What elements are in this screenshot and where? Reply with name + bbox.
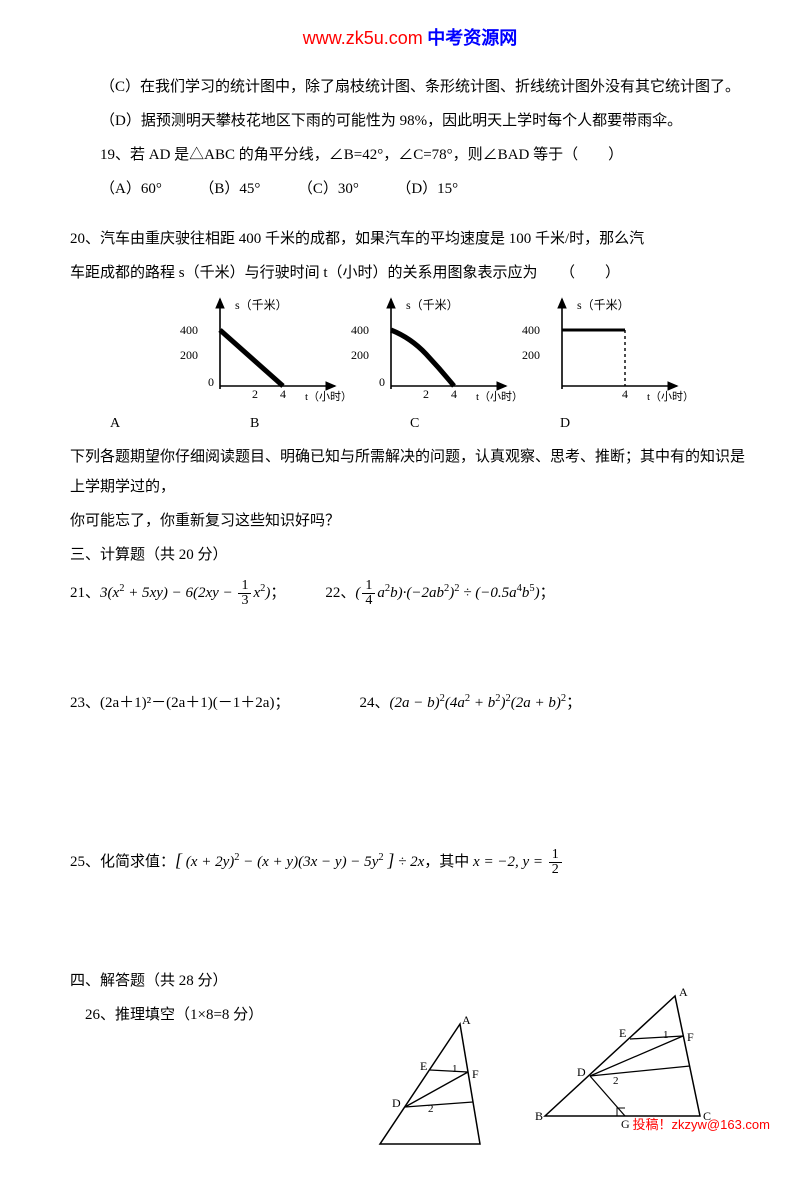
footer-contact: 投稿！zkzyw@163.com bbox=[633, 1112, 770, 1138]
graph-a: s（千米） 400 200 0 2 4 t（小时） bbox=[180, 294, 345, 404]
svg-text:s（千米）: s（千米） bbox=[406, 298, 459, 312]
svg-text:0: 0 bbox=[379, 375, 385, 389]
svg-text:s（千米）: s（千米） bbox=[235, 298, 288, 312]
svg-text:400: 400 bbox=[522, 323, 540, 337]
letter-b: B bbox=[250, 410, 410, 438]
svg-text:400: 400 bbox=[351, 323, 369, 337]
after-graphs-2: 你可能忘了，你重新复习这些知识好吗？ bbox=[70, 506, 750, 536]
svg-text:t（小时）: t（小时） bbox=[647, 390, 687, 403]
svg-text:F: F bbox=[472, 1067, 479, 1081]
svg-text:G: G bbox=[621, 1117, 630, 1131]
svg-text:200: 200 bbox=[180, 348, 198, 362]
page-header: www.zk5u.com 中考资源网 bbox=[70, 20, 750, 56]
svg-text:D: D bbox=[577, 1065, 586, 1079]
svg-text:400: 400 bbox=[180, 323, 198, 337]
q23-q24-row: 23、(2a＋1)²－(2a＋1)(－1＋2a)； 24、(2a − b)2(4… bbox=[70, 688, 750, 718]
header-url: www.zk5u.com bbox=[303, 28, 423, 48]
svg-text:2: 2 bbox=[252, 387, 258, 401]
svg-text:s（千米）: s（千米） bbox=[577, 298, 630, 312]
section-3: 三、计算题（共 20 分） bbox=[70, 540, 750, 570]
q21: 21、3(x2 + 5xy) − 6(2xy − 13x2)； bbox=[70, 578, 285, 608]
after-graphs-1: 下列各题期望你仔细阅读题目、明确已知与所需解决的问题，认真观察、思考、推断；其中… bbox=[70, 442, 750, 502]
q20-text-a: 20、汽车由重庆驶往相距 400 千米的成都，如果汽车的平均速度是 100 千米… bbox=[70, 224, 750, 254]
svg-text:t（小时）: t（小时） bbox=[305, 390, 345, 403]
svg-text:F: F bbox=[687, 1030, 694, 1044]
svg-text:E: E bbox=[619, 1026, 626, 1040]
svg-text:2: 2 bbox=[428, 1103, 434, 1115]
q25: 25、化简求值：[ (x + 2y)2 − (x + y)(3x − y) − … bbox=[70, 842, 750, 878]
q21-q22-row: 21、3(x2 + 5xy) − 6(2xy − 13x2)； 22、(14a2… bbox=[70, 578, 750, 608]
svg-text:2: 2 bbox=[423, 387, 429, 401]
q23: 23、(2a＋1)²－(2a＋1)(－1＋2a)； bbox=[70, 688, 289, 718]
svg-text:A: A bbox=[679, 986, 688, 999]
triangle-left-icon: A E D F 1 2 bbox=[360, 1014, 500, 1154]
q22: 22、(14a2b)·(−2ab2)2 ÷ (−0.5a4b5)； bbox=[325, 578, 554, 608]
svg-text:200: 200 bbox=[522, 348, 540, 362]
svg-text:D: D bbox=[392, 1096, 401, 1110]
q20-text-b: 车距成都的路程 s（千米）与行驶时间 t（小时）的关系用图象表示应为 （ ） bbox=[70, 258, 750, 288]
q24: 24、(2a − b)2(4a2 + b2)2(2a + b)2； bbox=[359, 688, 581, 718]
svg-text:4: 4 bbox=[622, 387, 628, 401]
graph-row: s（千米） 400 200 0 2 4 t（小时） s（千米） 400 200 … bbox=[180, 294, 750, 404]
graph-letters: A B C D bbox=[110, 410, 750, 438]
option-c: （C）在我们学习的统计图中，除了扇枝统计图、条形统计图、折线统计图外没有其它统计… bbox=[70, 72, 750, 102]
svg-text:1: 1 bbox=[452, 1063, 458, 1075]
svg-text:2: 2 bbox=[613, 1075, 619, 1087]
letter-c: C bbox=[410, 410, 560, 438]
header-site: 中考资源网 bbox=[423, 28, 518, 48]
q19-text: 19、若 AD 是△ABC 的角平分线，∠B=42°，∠C=78°，则∠BAD … bbox=[70, 140, 750, 170]
graph-b: s（千米） 400 200 0 2 4 t（小时） bbox=[351, 294, 516, 404]
svg-text:A: A bbox=[462, 1014, 471, 1027]
q19-options: （A）60° （B）45° （C）30° （D）15° bbox=[70, 174, 750, 204]
svg-text:0: 0 bbox=[208, 375, 214, 389]
option-d: （D）据预测明天攀枝花地区下雨的可能性为 98%，因此明天上学时每个人都要带雨伞… bbox=[70, 106, 750, 136]
triangle-figures: A E D F 1 2 A E D F B C G 1 2 投稿！zkzyw@1… bbox=[70, 1034, 750, 1164]
svg-text:4: 4 bbox=[280, 387, 286, 401]
graph-c: s（千米） 400 200 4 t（小时） bbox=[522, 294, 687, 404]
svg-text:t（小时）: t（小时） bbox=[476, 390, 516, 403]
svg-text:B: B bbox=[535, 1109, 543, 1123]
letter-d: D bbox=[560, 410, 725, 438]
svg-text:200: 200 bbox=[351, 348, 369, 362]
letter-a: A bbox=[110, 410, 250, 438]
svg-text:E: E bbox=[420, 1059, 427, 1073]
svg-text:4: 4 bbox=[451, 387, 457, 401]
svg-text:1: 1 bbox=[663, 1029, 669, 1041]
